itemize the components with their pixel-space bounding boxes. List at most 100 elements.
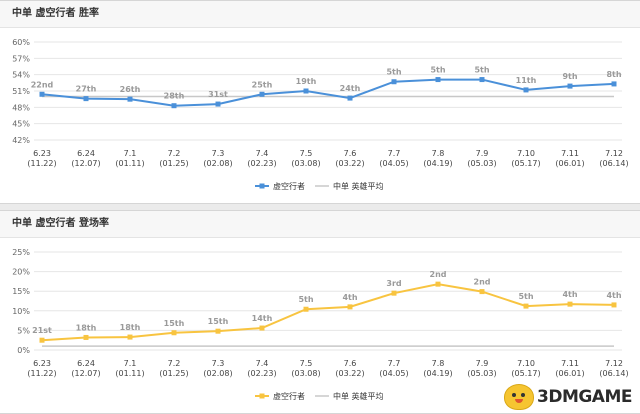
- data-label: 4th: [562, 290, 577, 299]
- x-tick-label: 7.11: [561, 149, 579, 158]
- x-tick-label: 6.23: [33, 359, 51, 368]
- data-label: 9th: [562, 72, 577, 81]
- x-tick-sublabel: (04.05): [379, 159, 408, 168]
- x-tick-label: 7.9: [476, 149, 489, 158]
- x-tick-label: 7.1: [124, 149, 137, 158]
- x-tick-label: 6.23: [33, 149, 51, 158]
- series-line-main: [41, 283, 615, 342]
- x-tick-label: 7.8: [432, 359, 445, 368]
- data-label: 27th: [76, 85, 97, 94]
- x-tick-sublabel: (04.19): [423, 369, 452, 378]
- y-tick-label: 5%: [17, 326, 30, 335]
- x-tick-label: 6.24: [77, 359, 95, 368]
- data-point: [523, 87, 529, 93]
- data-point: [303, 88, 309, 94]
- y-tick-label: 48%: [12, 103, 30, 112]
- win-rate-panel: 中单 虚空行者 胜率 60% 57% 54% 51% 48% 45% 42% 6.23 (11.…: [0, 0, 640, 204]
- x-tick-sublabel: (11.22): [27, 369, 56, 378]
- x-tick-sublabel: (05.17): [511, 369, 540, 378]
- data-point: [567, 83, 573, 89]
- data-label: 22nd: [31, 80, 54, 89]
- data-label: 5th: [430, 66, 445, 75]
- data-label: 5th: [386, 68, 401, 77]
- x-tick-label: 7.10: [517, 149, 535, 158]
- x-tick-label: 7.6: [344, 359, 357, 368]
- data-point: [391, 290, 397, 296]
- legend-label-average: 中单 英雄平均: [333, 181, 384, 191]
- y-tick-label: 0%: [17, 346, 30, 355]
- x-tick-label: 7.5: [300, 359, 313, 368]
- data-label: 18th: [76, 323, 97, 332]
- x-tick-label: 7.11: [561, 359, 579, 368]
- x-tick-sublabel: (01.11): [115, 159, 144, 168]
- x-tick-sublabel: (06.14): [599, 159, 628, 168]
- x-tick-sublabel: (02.23): [247, 369, 276, 378]
- data-label: 5th: [518, 292, 533, 301]
- y-tick-label: 20%: [12, 268, 30, 277]
- x-tick-label: 7.4: [256, 359, 269, 368]
- data-point: [391, 79, 397, 85]
- x-tick-label: 7.7: [388, 149, 401, 158]
- data-label: 5th: [298, 295, 313, 304]
- legend-label-main: 虚空行者: [273, 391, 305, 401]
- x-tick-sublabel: (11.22): [27, 159, 56, 168]
- data-point: [611, 302, 617, 308]
- y-tick-label: 60%: [12, 38, 30, 47]
- x-tick-sublabel: (02.23): [247, 159, 276, 168]
- data-label: 28th: [164, 92, 185, 101]
- data-point: [303, 306, 309, 312]
- x-tick-label: 7.1: [124, 359, 137, 368]
- data-label: 4th: [342, 293, 357, 302]
- watermark-text: 3DMGAME: [537, 387, 633, 407]
- x-tick-sublabel: (06.01): [555, 159, 584, 168]
- x-tick-sublabel: (06.01): [555, 369, 584, 378]
- data-label: 19th: [296, 77, 317, 86]
- data-point: [215, 101, 221, 107]
- x-tick-label: 7.8: [432, 149, 445, 158]
- pick-rate-panel: 中单 虚空行者 登场率 25% 20% 15% 10% 5% 0% 6.23 (11.22) 6…: [0, 210, 640, 414]
- data-label: 31st: [208, 90, 228, 99]
- data-label: 8th: [606, 70, 621, 79]
- x-tick-label: 7.2: [168, 149, 181, 158]
- y-tick-label: 10%: [12, 307, 30, 316]
- data-point: [171, 103, 177, 109]
- data-point: [127, 334, 133, 340]
- x-tick-label: 6.24: [77, 149, 95, 158]
- data-point: [347, 95, 353, 101]
- legend-label-main: 虚空行者: [273, 181, 305, 191]
- data-label: 4th: [606, 291, 621, 300]
- x-tick-sublabel: (01.25): [159, 159, 188, 168]
- x-tick-sublabel: (12.07): [71, 159, 100, 168]
- x-tick-label: 7.3: [212, 359, 225, 368]
- x-tick-sublabel: (12.07): [71, 369, 100, 378]
- data-label: 3rd: [386, 279, 402, 288]
- data-point: [127, 96, 133, 102]
- data-point: [611, 81, 617, 87]
- x-tick-sublabel: (02.08): [203, 369, 232, 378]
- data-label: 21st: [32, 326, 52, 335]
- data-point: [479, 77, 485, 83]
- x-tick-sublabel: (03.08): [291, 369, 320, 378]
- y-tick-label: 25%: [12, 248, 30, 257]
- data-point: [347, 304, 353, 310]
- legend-marker-main: [259, 183, 265, 189]
- data-label: 11th: [516, 76, 537, 85]
- x-tick-label: 7.12: [605, 359, 623, 368]
- data-point: [523, 303, 529, 309]
- data-point: [259, 325, 265, 331]
- watermark: 3DMGAME: [504, 384, 633, 410]
- x-tick-label: 7.12: [605, 149, 623, 158]
- x-tick-sublabel: (04.05): [379, 369, 408, 378]
- win-rate-title: 中单 虚空行者 胜率: [0, 1, 640, 28]
- legend-marker-main: [259, 393, 265, 399]
- data-point: [83, 334, 89, 340]
- x-tick-label: 7.5: [300, 149, 313, 158]
- series-line-main: [41, 78, 615, 107]
- data-point: [435, 281, 441, 287]
- data-label: 25th: [252, 80, 273, 89]
- x-tick-label: 7.3: [212, 149, 225, 158]
- data-point: [83, 96, 89, 102]
- data-point: [39, 337, 45, 343]
- data-point: [171, 330, 177, 336]
- x-tick-sublabel: (05.17): [511, 159, 540, 168]
